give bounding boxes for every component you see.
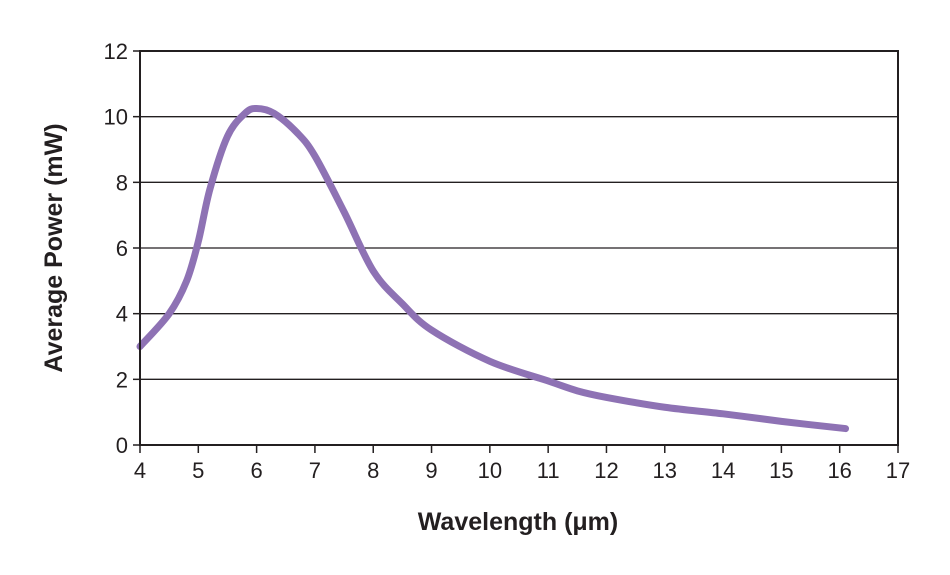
x-tick-label: 17	[886, 458, 910, 483]
x-tick-label: 4	[134, 458, 146, 483]
x-tick-label: 8	[367, 458, 379, 483]
y-axis-label: Average Power (mW)	[40, 123, 68, 372]
x-tick-label: 15	[769, 458, 793, 483]
x-tick-label: 12	[594, 458, 618, 483]
y-tick-label: 8	[116, 170, 128, 195]
x-tick-label: 7	[309, 458, 321, 483]
series-line	[136, 104, 850, 433]
x-tick-label: 14	[711, 458, 735, 483]
y-tick-label: 4	[116, 302, 128, 327]
x-tick-label: 16	[827, 458, 851, 483]
tick-labels: 0 2 4 6 8 10 12 4 5 6 7 8 9 10 11 12 13 14 15 16 17	[104, 39, 911, 483]
x-tick-label: 5	[192, 458, 204, 483]
y-tick-label: 0	[116, 433, 128, 458]
y-tick-label: 12	[104, 39, 128, 64]
y-tick-label: 6	[116, 236, 128, 261]
x-tick-label: 11	[537, 458, 560, 483]
x-axis-label: Wavelength (μm)	[418, 508, 619, 536]
y-tick-label: 10	[104, 105, 128, 130]
x-tick-label: 13	[653, 458, 677, 483]
x-tick-label: 9	[425, 458, 437, 483]
plot-frame	[139, 50, 899, 446]
x-tick-label: 6	[250, 458, 262, 483]
y-tick-label: 2	[116, 367, 128, 392]
x-tick-label: 10	[478, 458, 502, 483]
